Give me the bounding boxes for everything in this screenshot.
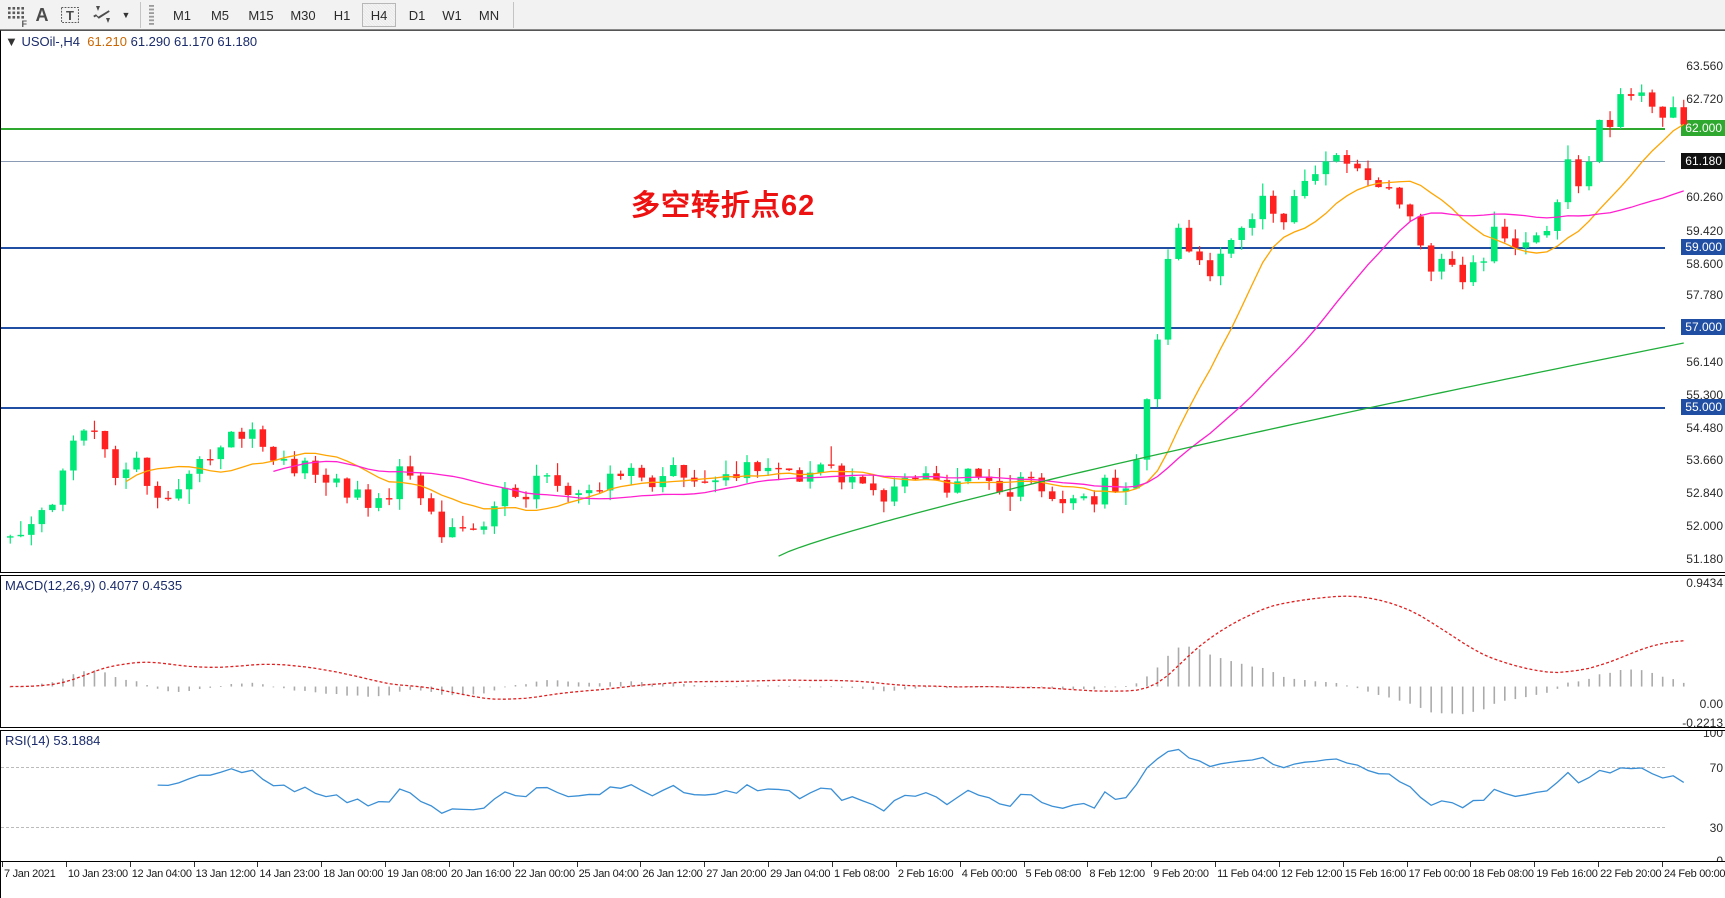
svg-text:T: T bbox=[66, 8, 74, 23]
